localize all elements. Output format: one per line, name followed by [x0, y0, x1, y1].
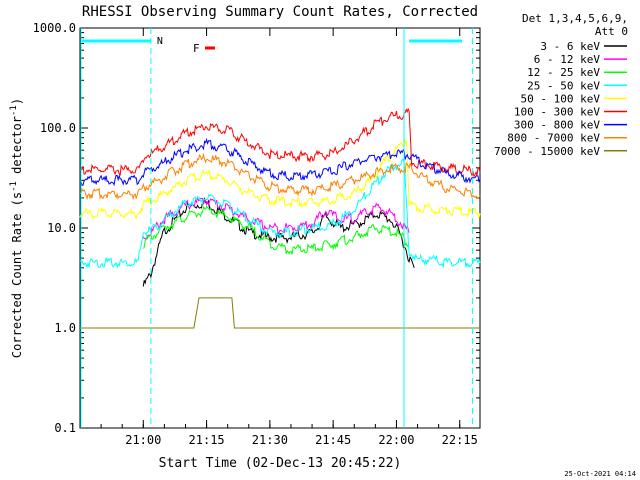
legend-header-1: Det 1,3,4,5,6,9,: [522, 12, 628, 25]
series-line-4: [79, 138, 481, 220]
legend-header-2: Att 0: [595, 25, 628, 38]
plot-area: [79, 27, 481, 429]
y-tick-label: 100.0: [40, 121, 76, 135]
y-axis-label: Corrected Count Rate (s-1 detector-1): [9, 98, 24, 358]
markers-layer: NF: [80, 28, 473, 428]
y-axis: 1000.0 100.0 10.0 1.0 0.1: [33, 21, 480, 435]
legend-label: 25 - 50 keV: [527, 79, 600, 92]
legend-label: 800 - 7000 keV: [507, 132, 600, 145]
y-axis-label-main: Corrected Count Rate (s: [10, 192, 24, 358]
footer-timestamp: 25-Oct-2021 04:14: [564, 470, 636, 478]
x-tick-label: 21:00: [125, 433, 161, 447]
y-tick-label: 10.0: [47, 221, 76, 235]
y-axis-label-mid: detector: [10, 116, 24, 181]
chart-title: RHESSI Observing Summary Count Rates, Co…: [82, 4, 478, 20]
night-label: N: [157, 36, 163, 47]
series-line-2: [142, 205, 410, 255]
legend-label: 300 - 800 keV: [514, 119, 600, 132]
series-line-5: [79, 107, 481, 178]
series-line-1: [142, 195, 410, 240]
legend-label: 100 - 300 keV: [514, 106, 600, 119]
x-tick-label: 21:15: [189, 433, 225, 447]
y-axis-label-end: ): [10, 98, 24, 105]
y-tick-label: 1.0: [54, 321, 76, 335]
y-tick-label: 1000.0: [33, 21, 76, 35]
legend-label: 7000 - 15000 keV: [494, 145, 600, 158]
series-layer: [79, 107, 481, 329]
y-tick-label: 0.1: [54, 421, 76, 435]
x-tick-label: 21:45: [315, 433, 351, 447]
legend-label: 50 - 100 keV: [521, 92, 601, 105]
series-line-6: [79, 137, 481, 187]
y-axis-label-sup2: -1: [9, 105, 19, 116]
series-line-7: [79, 152, 481, 201]
flare-label: F: [193, 42, 200, 55]
series-line-3: [79, 158, 481, 269]
x-axis-label: Start Time (02-Dec-13 20:45:22): [159, 456, 402, 471]
y-axis-label-sup1: -1: [9, 181, 19, 192]
legend-label: 3 - 6 keV: [540, 40, 600, 53]
x-tick-label: 22:15: [442, 433, 478, 447]
series-line-0: [142, 197, 415, 287]
x-tick-label: 22:00: [378, 433, 414, 447]
x-tick-label: 21:30: [252, 433, 288, 447]
legend-label: 6 - 12 keV: [534, 53, 601, 66]
legend-label: 12 - 25 keV: [527, 66, 600, 79]
x-axis: 21:00 21:15 21:30 21:45 22:00 22:15: [79, 28, 478, 447]
series-line-8: [80, 297, 480, 329]
